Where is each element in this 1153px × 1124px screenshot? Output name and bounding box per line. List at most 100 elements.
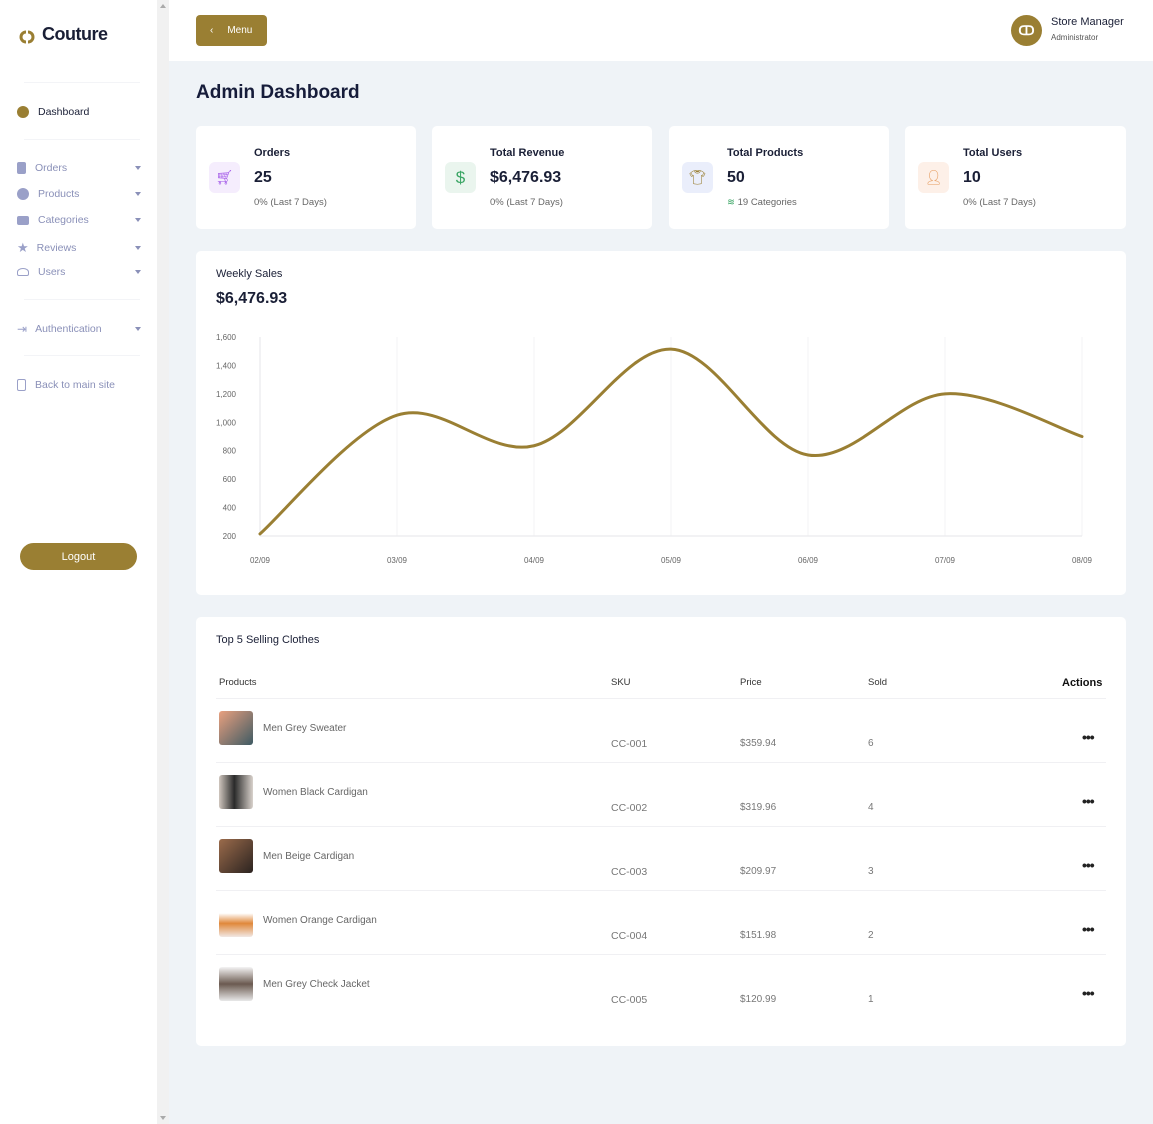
x-tick-label: 03/09 bbox=[387, 556, 408, 565]
product-price: $319.96 bbox=[740, 802, 777, 813]
divider bbox=[24, 355, 140, 356]
sidebar-item-products[interactable]: Products bbox=[17, 188, 141, 200]
product-name[interactable]: Women Black Cardigan bbox=[263, 787, 368, 798]
sidebar-item-orders[interactable]: Orders bbox=[17, 162, 141, 174]
product-thumbnail[interactable] bbox=[219, 967, 253, 1001]
label: Categories bbox=[38, 214, 89, 226]
divider bbox=[24, 299, 140, 300]
user-name[interactable]: Store Manager bbox=[1051, 16, 1124, 28]
scroll-down-icon[interactable] bbox=[160, 1116, 166, 1120]
stat-label: Total Users bbox=[963, 147, 1023, 159]
table-row: Men Grey Check Jacket CC-005 $120.99 1 •… bbox=[216, 954, 1106, 1018]
product-name[interactable]: Women Orange Cardigan bbox=[263, 915, 377, 926]
product-sold: 4 bbox=[868, 802, 874, 813]
product-name[interactable]: Men Beige Cardigan bbox=[263, 851, 355, 862]
stat-card-orders: 🛒︎ Orders 25 0% (Last 7 Days) bbox=[196, 126, 416, 229]
table-row: Men Grey Sweater CC-001 $359.94 6 ••• bbox=[216, 698, 1106, 762]
product-sold: 6 bbox=[868, 738, 874, 749]
col-sku: SKU bbox=[611, 677, 631, 688]
label: Authentication bbox=[35, 323, 102, 335]
file-icon bbox=[17, 162, 26, 174]
chevron-down-icon bbox=[135, 218, 141, 222]
login-icon: ⇥ bbox=[17, 322, 28, 336]
stat-sub: 0% (Last 7 Days) bbox=[963, 197, 1036, 208]
layers-icon bbox=[17, 215, 29, 225]
sidebar-item-reviews[interactable]: ★ Reviews bbox=[17, 240, 141, 256]
brand-logo[interactable]: Couture bbox=[17, 24, 108, 45]
more-actions-icon[interactable]: ••• bbox=[1082, 857, 1095, 873]
y-tick-label: 1,000 bbox=[216, 418, 237, 427]
categories-count: 19 Categories bbox=[737, 197, 797, 208]
sidebar-item-authentication[interactable]: ⇥ Authentication bbox=[17, 322, 141, 336]
col-sold: Sold bbox=[868, 677, 888, 688]
sidebar-item-categories[interactable]: Categories bbox=[17, 214, 141, 226]
y-tick-label: 400 bbox=[223, 504, 237, 513]
dollar-icon: $ bbox=[445, 162, 476, 193]
stat-value: 25 bbox=[254, 169, 272, 186]
product-thumbnail[interactable] bbox=[219, 711, 253, 745]
scroll-up-icon[interactable] bbox=[160, 4, 166, 8]
chart-title: Weekly Sales bbox=[216, 268, 283, 280]
product-thumbnail[interactable] bbox=[219, 839, 253, 873]
product-sku: CC-001 bbox=[611, 738, 648, 750]
stat-value: $6,476.93 bbox=[490, 169, 562, 186]
x-tick-label: 02/09 bbox=[250, 556, 271, 565]
chevron-down-icon bbox=[135, 327, 141, 331]
product-thumbnail[interactable] bbox=[219, 903, 253, 937]
x-tick-label: 05/09 bbox=[661, 556, 682, 565]
sidebar: Couture Dashboard Orders Products Catego… bbox=[0, 0, 157, 1124]
cart-icon: 🛒︎ bbox=[209, 162, 240, 193]
product-price: $209.97 bbox=[740, 866, 777, 877]
label: Users bbox=[38, 266, 66, 278]
product-price: $120.99 bbox=[740, 994, 777, 1005]
sales-line bbox=[258, 347, 1084, 536]
star-icon: ★ bbox=[17, 240, 29, 255]
product-thumbnail[interactable] bbox=[219, 775, 253, 809]
stat-sub: ≋ 19 Categories bbox=[727, 197, 797, 208]
sidebar-item-back-to-main-site[interactable]: Back to main site bbox=[17, 379, 141, 391]
user-role: Administrator bbox=[1051, 33, 1099, 42]
sidebar-item-dashboard[interactable]: Dashboard bbox=[17, 106, 141, 118]
users-icon bbox=[17, 268, 29, 276]
sidebar-scrollbar[interactable] bbox=[157, 0, 169, 1124]
y-tick-label: 600 bbox=[223, 475, 237, 484]
menu-label: Menu bbox=[227, 25, 253, 36]
product-price: $151.98 bbox=[740, 930, 777, 941]
avatar[interactable]: ↀ bbox=[1011, 15, 1042, 46]
stat-card-users: 👤︎ Total Users 10 0% (Last 7 Days) bbox=[905, 126, 1126, 229]
product-price: $359.94 bbox=[740, 738, 777, 749]
product-name[interactable]: Men Grey Sweater bbox=[263, 723, 347, 734]
table-row: Women Black Cardigan CC-002 $319.96 4 ••… bbox=[216, 762, 1106, 826]
label: Dashboard bbox=[38, 106, 90, 118]
x-tick-label: 04/09 bbox=[524, 556, 545, 565]
sidebar-item-users[interactable]: Users bbox=[17, 266, 141, 278]
more-actions-icon[interactable]: ••• bbox=[1082, 985, 1095, 1001]
table-row: Women Orange Cardigan CC-004 $151.98 2 •… bbox=[216, 890, 1106, 954]
product-sold: 2 bbox=[868, 930, 874, 941]
x-tick-label: 08/09 bbox=[1072, 556, 1093, 565]
label: Reviews bbox=[36, 242, 77, 254]
menu-button[interactable]: ‹ Menu bbox=[196, 15, 267, 46]
x-tick-label: 07/09 bbox=[935, 556, 956, 565]
y-tick-label: 200 bbox=[223, 532, 237, 541]
product-name[interactable]: Men Grey Check Jacket bbox=[263, 979, 370, 990]
label: Back to main site bbox=[35, 379, 115, 391]
divider bbox=[24, 82, 140, 83]
more-actions-icon[interactable]: ••• bbox=[1082, 793, 1095, 809]
table-title: Top 5 Selling Clothes bbox=[216, 634, 320, 646]
database-icon: ≋ bbox=[727, 197, 735, 208]
brand-name: Couture bbox=[42, 24, 108, 44]
label: Products bbox=[38, 188, 80, 200]
product-sku: CC-004 bbox=[611, 930, 648, 942]
stat-card-revenue: $ Total Revenue $6,476.93 0% (Last 7 Day… bbox=[432, 126, 652, 229]
product-sku: CC-002 bbox=[611, 802, 648, 814]
stat-label: Total Products bbox=[727, 147, 804, 159]
product-sold: 1 bbox=[868, 994, 874, 1005]
top-header: ‹ Menu ↀ Store Manager Administrator bbox=[169, 0, 1153, 61]
weekly-sales-chart: 02/09 03/09 04/09 05/09 06/09 07/09 08/09 200 40… bbox=[216, 333, 1093, 565]
stat-label: Orders bbox=[254, 147, 291, 159]
page-title: Admin Dashboard bbox=[196, 82, 360, 103]
more-actions-icon[interactable]: ••• bbox=[1082, 921, 1095, 937]
more-actions-icon[interactable]: ••• bbox=[1082, 729, 1095, 745]
logout-button[interactable]: Logout bbox=[20, 543, 137, 570]
